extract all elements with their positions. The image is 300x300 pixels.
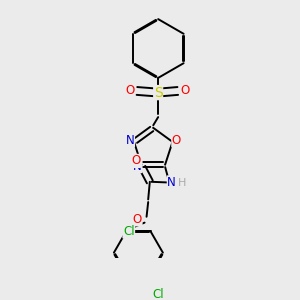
Text: O: O	[180, 85, 190, 98]
Text: N: N	[133, 160, 142, 172]
Text: S: S	[154, 85, 163, 100]
Text: Cl: Cl	[123, 225, 135, 238]
Text: O: O	[133, 213, 142, 226]
Text: Cl: Cl	[152, 288, 164, 300]
Text: N: N	[126, 134, 134, 147]
Text: N: N	[167, 176, 176, 189]
Text: O: O	[172, 134, 181, 147]
Text: O: O	[125, 85, 134, 98]
Text: O: O	[131, 154, 140, 167]
Text: H: H	[178, 178, 187, 188]
